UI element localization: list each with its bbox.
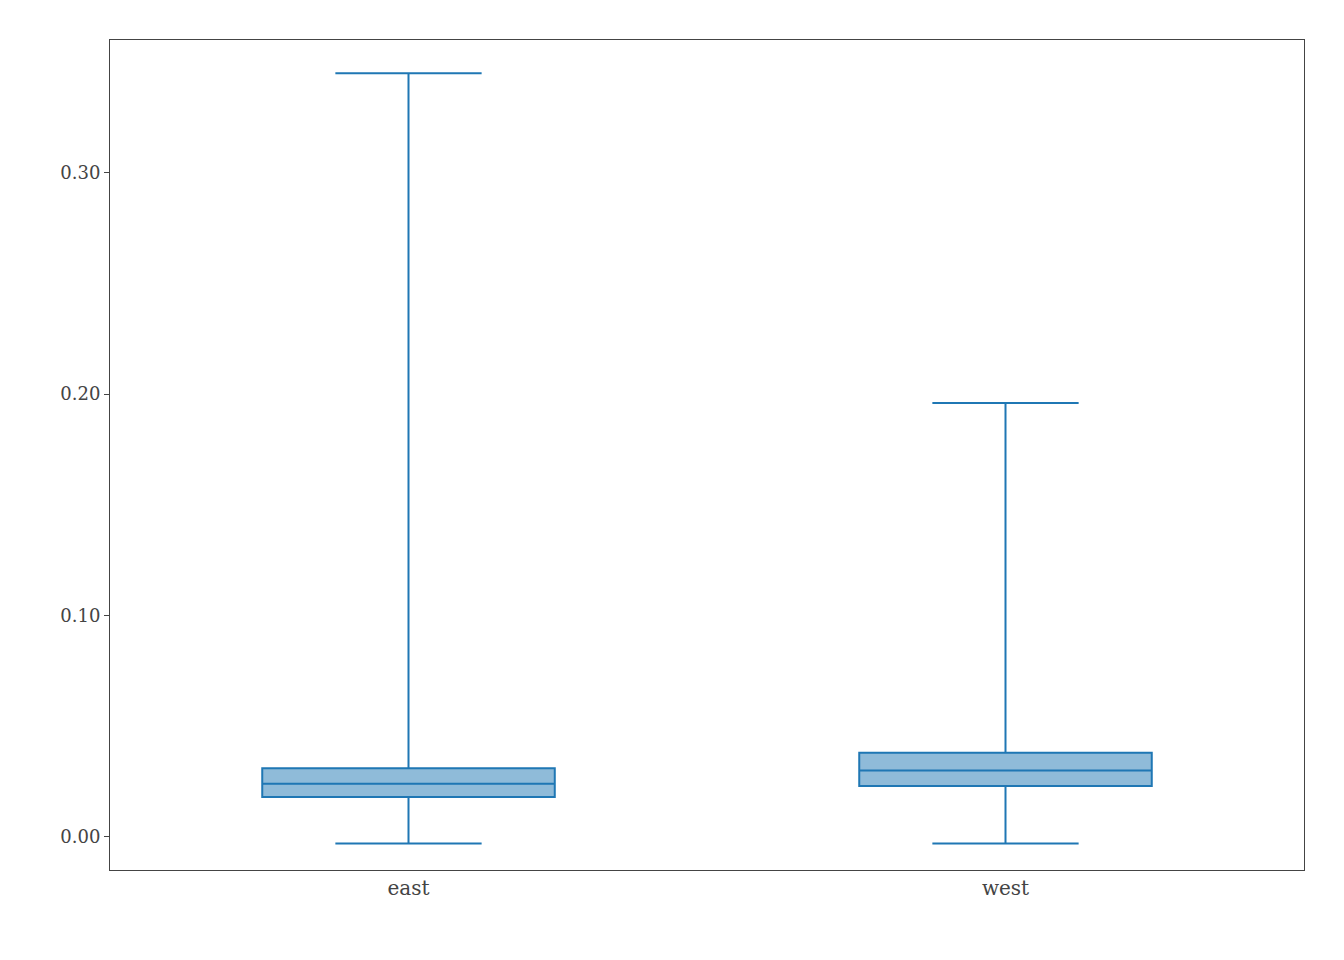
svg-text:0.10: 0.10 bbox=[60, 605, 100, 626]
svg-text:0.00: 0.00 bbox=[60, 826, 100, 847]
svg-text:0.30: 0.30 bbox=[60, 162, 100, 183]
svg-text:west: west bbox=[982, 876, 1029, 900]
svg-text:east: east bbox=[387, 876, 429, 900]
svg-text:0.20: 0.20 bbox=[60, 383, 100, 404]
